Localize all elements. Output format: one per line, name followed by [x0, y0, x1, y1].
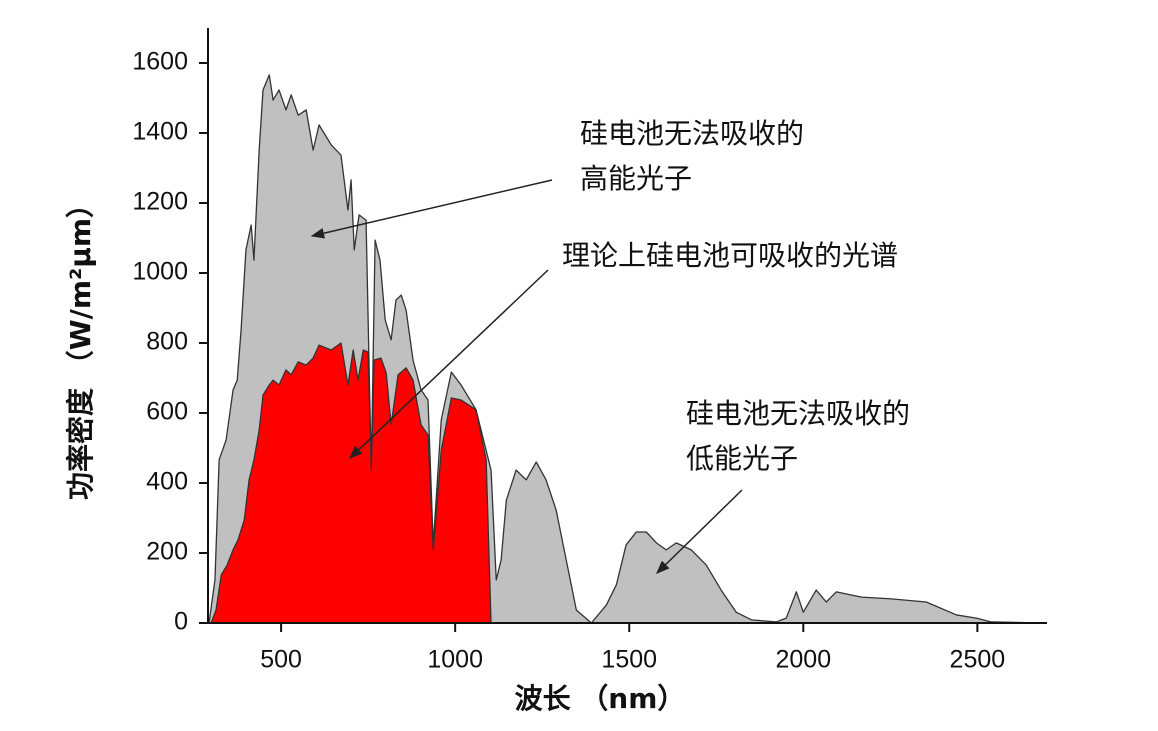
x-tick-label: 2000: [775, 646, 831, 674]
x-tick-label: 1000: [427, 646, 483, 674]
annotation-arrow: [656, 489, 743, 574]
x-tick-label: 500: [260, 646, 302, 674]
y-tick-label: 1200: [132, 188, 188, 216]
y-tick-label: 0: [174, 608, 188, 636]
y-tick-label: 400: [146, 468, 188, 496]
y-tick-label: 1000: [132, 258, 188, 286]
y-tick-label: 800: [146, 328, 188, 356]
y-tick-label: 1600: [132, 48, 188, 76]
annotation: 高能光子: [580, 162, 692, 195]
area: [210, 342, 492, 624]
x-tick-label: 2500: [950, 646, 1006, 674]
annotation: 硅电池无法吸收的: [686, 397, 910, 430]
y-tick-label: 200: [146, 538, 188, 566]
x-tick-label: 1500: [601, 646, 657, 674]
y-tick-label: 1400: [132, 118, 188, 146]
annotation: 低能光子: [686, 442, 798, 475]
annotation-arrow: [310, 179, 553, 239]
annotation: 理论上硅电池可吸收的光谱: [562, 239, 898, 272]
annotation-arrow: [349, 269, 549, 459]
y-tick-label: 600: [146, 398, 188, 426]
annotation: 硅电池无法吸收的: [580, 117, 804, 150]
x-axis-label: 波长 （nm）: [515, 682, 686, 715]
y-axis-label: 功率密度 （W/m²μm）: [64, 190, 97, 500]
